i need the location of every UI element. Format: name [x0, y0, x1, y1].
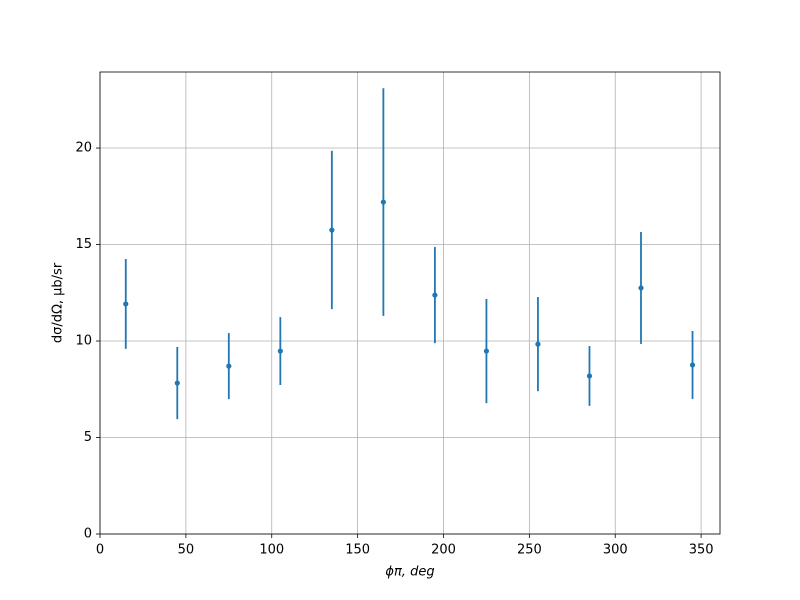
x-tick-label: 150 [345, 543, 370, 558]
x-tick-label: 200 [431, 543, 456, 558]
x-tick-label: 100 [259, 543, 284, 558]
data-point [174, 380, 180, 386]
x-tick-label: 0 [96, 543, 104, 558]
data-point [586, 373, 593, 379]
data-point [277, 348, 283, 354]
data-point [226, 363, 232, 369]
y-axis-label: dσ/dΩ, μb/sr [51, 262, 66, 343]
plot-frame [99, 71, 721, 535]
data-point [329, 227, 335, 233]
x-axis-label: ϕπ, deg [385, 565, 434, 580]
data-point [380, 199, 386, 205]
x-tick-label: 300 [603, 543, 628, 558]
y-tick-label: 10 [75, 334, 92, 349]
x-tick-label: 50 [178, 543, 195, 558]
x-tick-label: 250 [517, 543, 542, 558]
data-point [483, 348, 490, 354]
y-tick-label: 20 [75, 141, 92, 156]
data-point [535, 341, 541, 347]
data-point [638, 285, 644, 291]
y-tick-label: 0 [84, 527, 92, 542]
data-point [123, 301, 129, 307]
data-point [689, 362, 696, 368]
y-tick-label: 5 [84, 430, 92, 445]
data-point [432, 292, 438, 298]
x-tick-label: 350 [689, 543, 714, 558]
y-tick-label: 15 [75, 237, 92, 252]
